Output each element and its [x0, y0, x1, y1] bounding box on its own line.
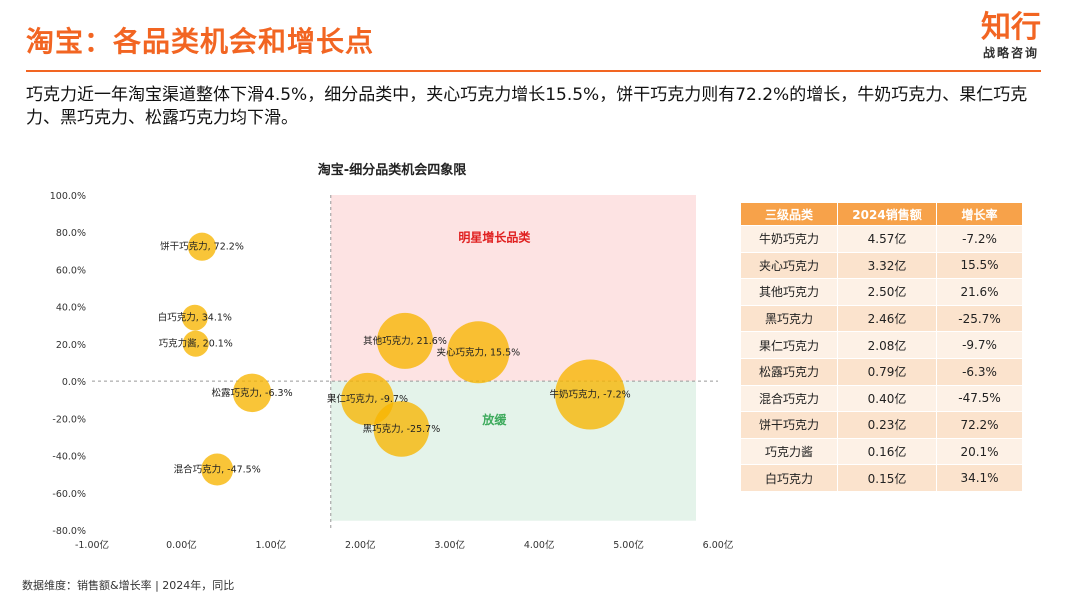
table-header-cell: 2024销售额	[837, 202, 937, 226]
table-cell: -47.5%	[936, 384, 1023, 413]
y-tick-label: 0.0%	[62, 377, 86, 388]
bubble	[181, 304, 208, 331]
table-cell: 0.23亿	[837, 411, 937, 439]
category-table: 三级品类 2024销售额 增长率 牛奶巧克力 4.57亿 -7.2% 夹心巧克力 3.…	[740, 202, 1023, 492]
y-tick-label: 80.0%	[56, 228, 86, 239]
table-row: 混合巧克力 0.40亿 -47.5%	[740, 384, 1023, 413]
quadrant-label-slow: 放缓	[481, 412, 507, 427]
table-row: 牛奶巧克力 4.57亿 -7.2%	[740, 225, 1023, 253]
bubble	[555, 359, 626, 430]
table-row: 白巧克力 0.15亿 34.1%	[740, 464, 1023, 492]
brand-logo: 知行 战略咨询	[981, 12, 1041, 61]
chart-title: 淘宝-细分品类机会四象限	[318, 162, 467, 178]
table-row: 其他巧克力 2.50亿 21.6%	[740, 278, 1023, 306]
x-tick-label: -1.00亿	[75, 539, 109, 551]
table-header-row: 三级品类 2024销售额 增长率	[740, 202, 1023, 226]
bubble-label: 饼干巧克力, 72.2%	[160, 241, 244, 253]
brand-subtitle: 战略咨询	[982, 46, 1039, 60]
table-cell: 黑巧克力	[740, 304, 838, 333]
table-row: 果仁巧克力 2.08亿 -9.7%	[740, 331, 1023, 359]
x-tick-label: 3.00亿	[434, 539, 465, 551]
table-cell: 3.32亿	[837, 251, 937, 280]
bubble	[201, 453, 234, 486]
table-cell: 夹心巧克力	[740, 251, 838, 280]
table-cell: 松露巧克力	[740, 357, 838, 386]
bubble-label: 白巧克力, 34.1%	[158, 312, 232, 324]
summary-text: 巧克力近一年淘宝渠道整体下滑4.5%，细分品类中，夹心巧克力增长15.5%，饼干…	[26, 85, 1028, 128]
table-row: 松露巧克力 0.79亿 -6.3%	[740, 357, 1023, 386]
table-cell: -25.7%	[936, 304, 1023, 333]
y-tick-label: 40.0%	[56, 303, 86, 314]
table-cell: 0.40亿	[837, 384, 937, 413]
bubble	[447, 321, 510, 384]
table-cell: -6.3%	[936, 357, 1023, 386]
bubble-label: 混合巧克力, -47.5%	[174, 464, 261, 476]
bubble-label: 黑巧克力, -25.7%	[363, 423, 441, 435]
y-tick-label: -40.0%	[52, 452, 86, 463]
table-cell: 2.46亿	[837, 304, 937, 333]
x-tick-label: 4.00亿	[524, 539, 555, 551]
x-tick-label: 5.00亿	[613, 539, 644, 551]
bubble	[182, 330, 209, 357]
x-tick-label: 1.00亿	[256, 539, 287, 551]
bubble-label: 松露巧克力, -6.3%	[212, 387, 293, 399]
y-tick-label: 100.0%	[50, 191, 86, 202]
bubble	[341, 372, 394, 426]
table-row: 黑巧克力 2.46亿 -25.7%	[740, 304, 1023, 333]
table-row: 巧克力酱 0.16亿 20.1%	[740, 437, 1023, 466]
table-row: 饼干巧克力 0.23亿 72.2%	[740, 411, 1023, 439]
bubble-label: 果仁巧克力, -9.7%	[327, 393, 408, 405]
bubble-label: 牛奶巧克力, -7.2%	[550, 389, 631, 401]
table-cell: 其他巧克力	[740, 278, 838, 306]
x-tick-label: 0.00亿	[166, 539, 197, 551]
bubble	[187, 232, 217, 261]
x-tick-label: 2.00亿	[345, 539, 376, 551]
table-cell: 0.15亿	[837, 464, 937, 492]
table-cell: 巧克力酱	[740, 437, 838, 466]
table-cell: 0.79亿	[837, 357, 937, 386]
table-cell: 20.1%	[936, 437, 1023, 466]
table-cell: 牛奶巧克力	[740, 225, 838, 253]
table-cell: 34.1%	[936, 464, 1023, 492]
quadrant-label-star: 明星增长品类	[458, 230, 531, 245]
page-title: 淘宝：各品类机会和增长点	[26, 25, 375, 58]
x-tick-label: 6.00亿	[703, 539, 734, 551]
y-tick-label: 20.0%	[56, 340, 86, 351]
table-cell: 2.50亿	[837, 278, 937, 306]
table-cell: 白巧克力	[740, 464, 838, 492]
footnote: 数据维度：销售额&增长率 | 2024年，同比	[22, 579, 235, 592]
bubble	[377, 312, 433, 369]
bubble	[232, 373, 272, 413]
title-divider	[26, 70, 1041, 72]
y-tick-label: -60.0%	[52, 489, 86, 500]
table-cell: 15.5%	[936, 251, 1023, 280]
table-cell: -9.7%	[936, 331, 1023, 359]
table-cell: 4.57亿	[837, 225, 937, 253]
bubble-label: 巧克力酱, 20.1%	[159, 338, 233, 350]
table-cell: 72.2%	[936, 411, 1023, 439]
y-tick-label: -80.0%	[52, 526, 86, 537]
table-header-cell: 增长率	[936, 202, 1023, 226]
bubble-label: 其他巧克力, 21.6%	[363, 335, 447, 347]
table-cell: 0.16亿	[837, 437, 937, 466]
table-cell: 21.6%	[936, 278, 1023, 306]
table-cell: -7.2%	[936, 225, 1023, 253]
table-cell: 果仁巧克力	[740, 331, 838, 359]
brand-name: 知行	[981, 10, 1041, 45]
table-header-cell: 三级品类	[740, 202, 838, 226]
table-cell: 饼干巧克力	[740, 411, 838, 439]
table-cell: 混合巧克力	[740, 384, 838, 413]
table-cell: 2.08亿	[837, 331, 937, 359]
y-tick-label: 60.0%	[56, 265, 86, 276]
y-tick-label: -20.0%	[52, 414, 86, 425]
table-row: 夹心巧克力 3.32亿 15.5%	[740, 251, 1023, 280]
bubble-label: 夹心巧克力, 15.5%	[436, 346, 520, 358]
